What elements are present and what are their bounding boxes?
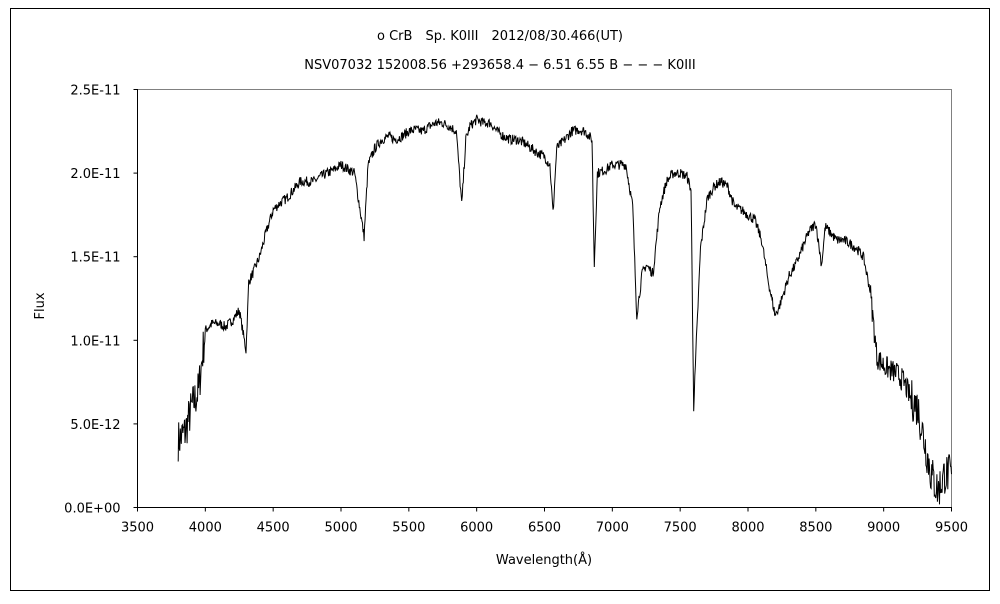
x-tick-label: 9000 [867,521,900,536]
x-tick-label: 6500 [528,521,561,536]
x-tick-label: 6000 [460,521,493,536]
chart-title: ο CrB Sp. K0III 2012/08/30.466(UT) [377,29,623,44]
x-tick-label: 7500 [664,521,697,536]
spectrum-line [177,114,952,505]
x-axis-label: Wavelength(Å) [496,552,592,568]
x-tick-label: 4500 [257,521,290,536]
x-tick-label: 5500 [392,521,425,536]
y-tick-label: 5.0E-12 [70,418,120,433]
y-tick-label: 2.5E-11 [70,84,120,99]
x-tick-label: 9500 [935,521,968,536]
y-tick-label: 2.0E-11 [70,167,120,182]
x-tick-label: 8000 [731,521,764,536]
y-axis-label: Flux [33,292,48,319]
x-tick-label: 3500 [121,521,154,536]
x-tick-label: 7000 [596,521,629,536]
x-tick-label: 4000 [189,521,222,536]
x-tick-label: 5000 [324,521,357,536]
y-tick-label: 1.5E-11 [70,251,120,266]
chart-border [10,8,990,591]
y-tick-label: 1.0E-11 [70,334,120,349]
chart-subtitle: NSV07032 152008.56 +293658.4 − 6.51 6.55… [304,58,695,73]
x-tick-label: 8500 [799,521,832,536]
y-tick-label: 0.0E+00 [64,502,120,517]
